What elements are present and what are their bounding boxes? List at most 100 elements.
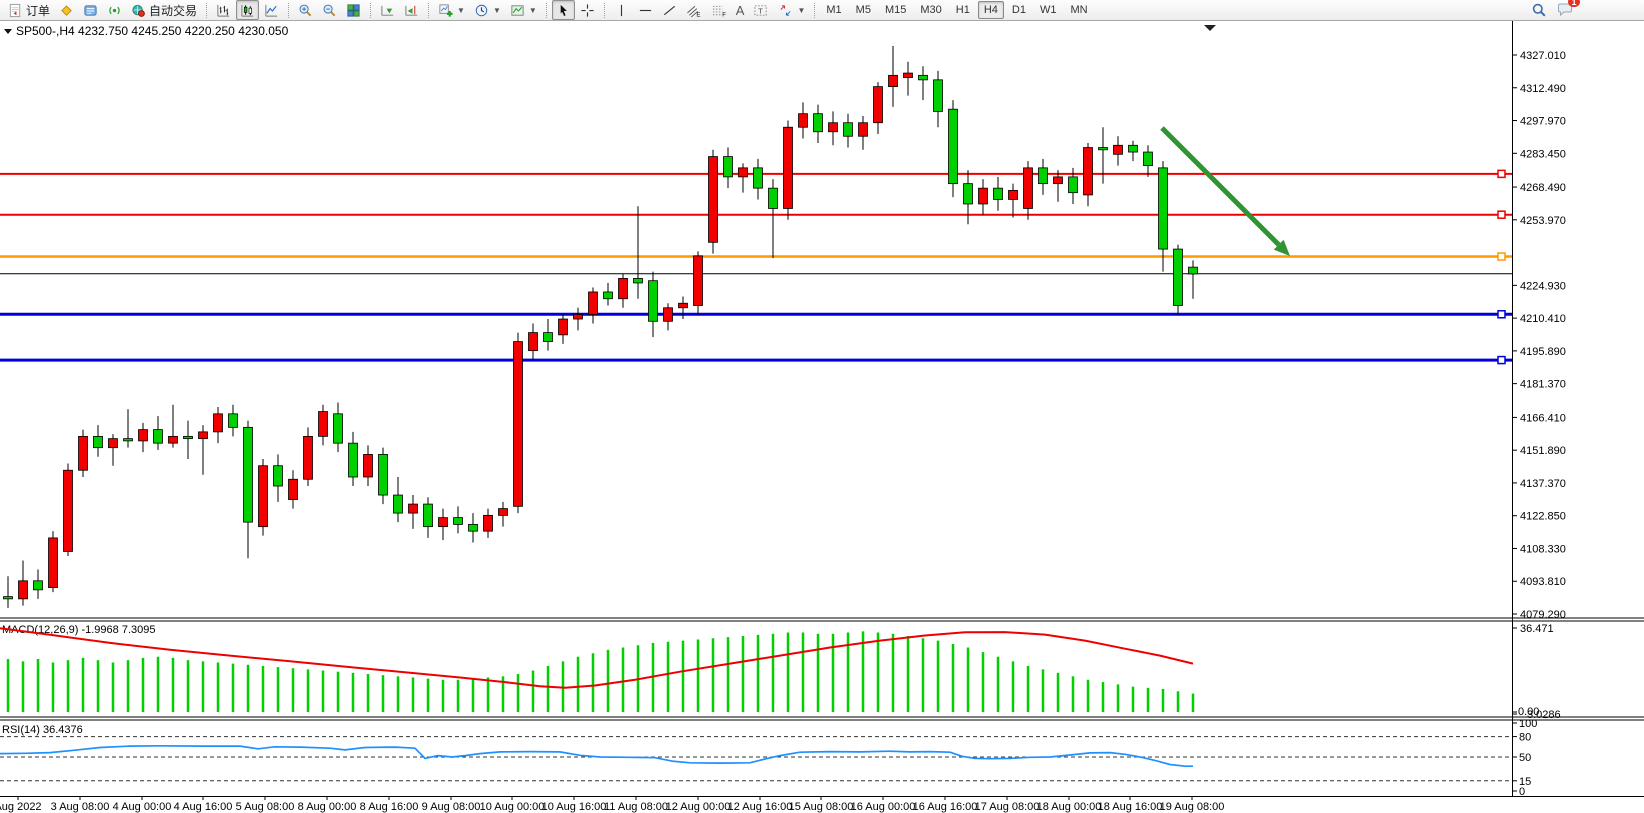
time-tick-label[interactable]: 15 Aug 08:00 [789, 801, 854, 813]
time-tick-label[interactable]: 12 Aug 00:00 [666, 801, 731, 813]
new-chart-button[interactable]: ▼ [434, 0, 469, 20]
zoom-in-icon [299, 4, 312, 16]
line-chart-button[interactable] [260, 0, 283, 20]
chart-shift-button[interactable] [400, 0, 423, 20]
time-tick-label[interactable]: 8 Aug 00:00 [298, 801, 357, 813]
time-tick-label[interactable]: 16 Aug 00:00 [851, 801, 916, 813]
timeframe-group: M1 M5 M15 M30 H1 H4 D1 W1 MN [820, 1, 1093, 19]
candle-bullish [408, 503, 418, 514]
cursor-button[interactable] [551, 0, 575, 20]
time-tick-label[interactable]: 19 Aug 08:00 [1160, 801, 1225, 813]
drawn-arrow-layer[interactable] [1160, 126, 1290, 256]
arrows-icon [780, 4, 791, 16]
line-anchor-handle[interactable] [1497, 355, 1506, 365]
timeframe-M15[interactable]: M15 [884, 4, 907, 16]
candle-chart-button[interactable] [236, 0, 260, 20]
time-tick-label[interactable]: 17 Aug 08:00 [975, 801, 1040, 813]
tile-windows-button[interactable] [342, 0, 365, 20]
time-tick-label[interactable]: 9 Aug 08:00 [422, 801, 481, 813]
time-tick-label[interactable]: 10 Aug 16:00 [542, 801, 607, 813]
signal-button[interactable] [103, 0, 126, 20]
time-tick-label[interactable]: 5 Aug 08:00 [236, 801, 295, 813]
candle-bearish [1188, 266, 1198, 275]
equidistant-channel-button[interactable]: E [682, 0, 706, 20]
new-chart-caret[interactable]: ▼ [457, 5, 465, 15]
timeframe-W1[interactable]: W1 [1039, 4, 1057, 16]
line-anchor-handle[interactable] [1497, 169, 1506, 179]
candle-bearish [228, 413, 238, 428]
market-watch-button[interactable] [55, 0, 78, 20]
time-tick-label[interactable]: 11 Aug 08:00 [604, 801, 668, 813]
tile-windows-icon [347, 3, 360, 17]
periods-caret[interactable]: ▼ [492, 5, 501, 15]
time-tick-label[interactable]: 3 Aug 08:00 [51, 801, 110, 813]
auto-scroll-icon [381, 5, 394, 16]
crosshair-button[interactable] [576, 0, 599, 20]
toolbar-separator [814, 2, 816, 18]
vertical-line-button[interactable] [610, 0, 633, 20]
autotrade-button[interactable]: 自动交易 [127, 0, 201, 20]
arrows-tool-button[interactable]: ▼ [774, 0, 809, 20]
new-order-button[interactable]: 订单 [4, 0, 54, 20]
line-anchor-handle[interactable] [1497, 310, 1506, 319]
candle-bearish [453, 517, 463, 525]
candle-bearish [768, 187, 778, 209]
timeframe-M30[interactable]: M30 [920, 4, 942, 16]
candle-bearish [333, 413, 343, 444]
candle-bearish [123, 438, 133, 442]
templates-button[interactable]: ▼ [506, 0, 541, 20]
line-chart-icon [265, 4, 278, 17]
candle-bearish [543, 332, 553, 343]
time-tick-label[interactable]: 10 Aug 00:00 [480, 801, 545, 813]
auto-scroll-button[interactable] [376, 0, 399, 20]
text-tool-button[interactable]: A [732, 0, 749, 20]
zoom-out-button[interactable] [318, 0, 341, 20]
periods-button[interactable]: ▼ [470, 0, 505, 20]
rsi-layer [0, 736, 1512, 782]
timeframe-M1[interactable]: M1 [826, 4, 842, 16]
timeframe-D1[interactable]: D1 [1011, 4, 1026, 16]
line-anchor-handle[interactable] [1497, 210, 1506, 219]
trendline-button[interactable] [658, 0, 681, 20]
time-tick-label[interactable]: 12 Aug 16:00 [728, 801, 793, 813]
macd-scale-label: 36.471 [1520, 623, 1554, 635]
timeframe-H1[interactable]: H1 [955, 4, 970, 16]
time-tick-label[interactable]: 18 Aug 00:00 [1037, 801, 1102, 813]
time-tick-label[interactable]: 16 Aug 16:00 [913, 801, 978, 813]
chart-area[interactable]: SP500-,H4 4232.750 4245.250 4220.250 423… [0, 21, 1644, 813]
time-tick-label[interactable]: 4 Aug 00:00 [113, 801, 172, 813]
price-tick-label: 4195.890 [1520, 346, 1566, 358]
bar-chart-button[interactable] [212, 0, 235, 20]
chart-shift-marker[interactable] [1204, 25, 1216, 31]
notifications-button[interactable]: 1 [1557, 0, 1580, 20]
time-tick-label[interactable]: 4 Aug 16:00 [174, 801, 233, 813]
candle-bearish [948, 108, 958, 185]
candle-bearish [423, 503, 433, 528]
horizontal-line-button[interactable] [634, 0, 657, 20]
horizontal-lines-layer[interactable] [0, 169, 1512, 365]
candle-bullish [573, 314, 583, 320]
templates-caret[interactable]: ▼ [528, 5, 537, 15]
trend-arrow-head[interactable] [1273, 239, 1290, 256]
vertical-line-icon [620, 4, 622, 16]
text-label-button[interactable]: T [749, 0, 773, 20]
toolbar-separator [206, 2, 208, 18]
timeframe-MN[interactable]: MN [1070, 4, 1088, 16]
zoom-in-button[interactable] [294, 0, 317, 20]
price-tick-label: 4122.850 [1520, 511, 1566, 523]
search-icon[interactable] [1531, 2, 1547, 18]
data-window-button[interactable] [79, 0, 102, 20]
candle-bearish [1038, 167, 1048, 185]
rsi-scale-label: 0 [1519, 786, 1525, 798]
timeframe-M5[interactable]: M5 [855, 4, 871, 16]
line-anchor-handle[interactable] [1497, 252, 1506, 261]
candle-bullish [798, 113, 808, 128]
fibonacci-button[interactable]: F [707, 0, 731, 20]
trend-arrow-shaft[interactable] [1160, 126, 1281, 247]
time-tick-label[interactable]: 18 Aug 16:00 [1098, 801, 1163, 813]
time-tick-label[interactable]: Aug 2022 [0, 801, 42, 813]
time-tick-label[interactable]: 8 Aug 16:00 [360, 801, 419, 813]
arrows-caret[interactable]: ▼ [797, 5, 806, 15]
candle-bullish [213, 413, 223, 433]
timeframe-H4[interactable]: H4 [977, 1, 1004, 19]
